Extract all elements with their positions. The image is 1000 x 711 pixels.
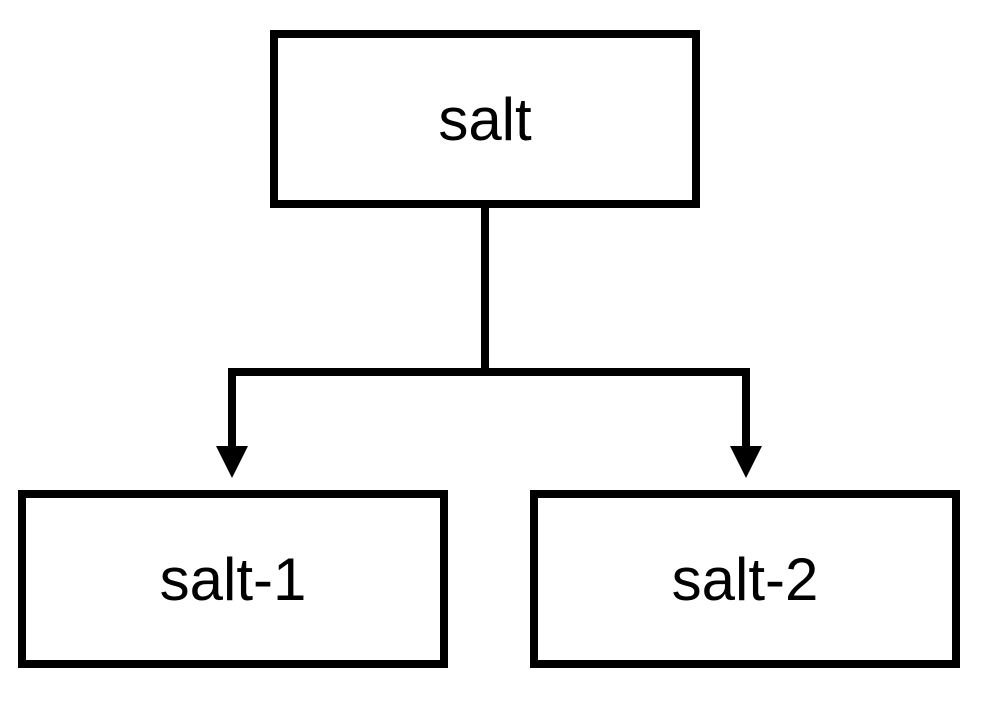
edges-group (232, 208, 746, 462)
edge-root-to-child1 (232, 208, 485, 462)
node-child2-label: salt-2 (672, 545, 819, 614)
node-child1-label: salt-1 (160, 545, 307, 614)
edge-root-to-child2 (485, 208, 746, 462)
node-child2: salt-2 (530, 490, 960, 668)
node-root: salt (270, 30, 700, 208)
node-child1: salt-1 (18, 490, 448, 668)
node-root-label: salt (438, 85, 531, 154)
